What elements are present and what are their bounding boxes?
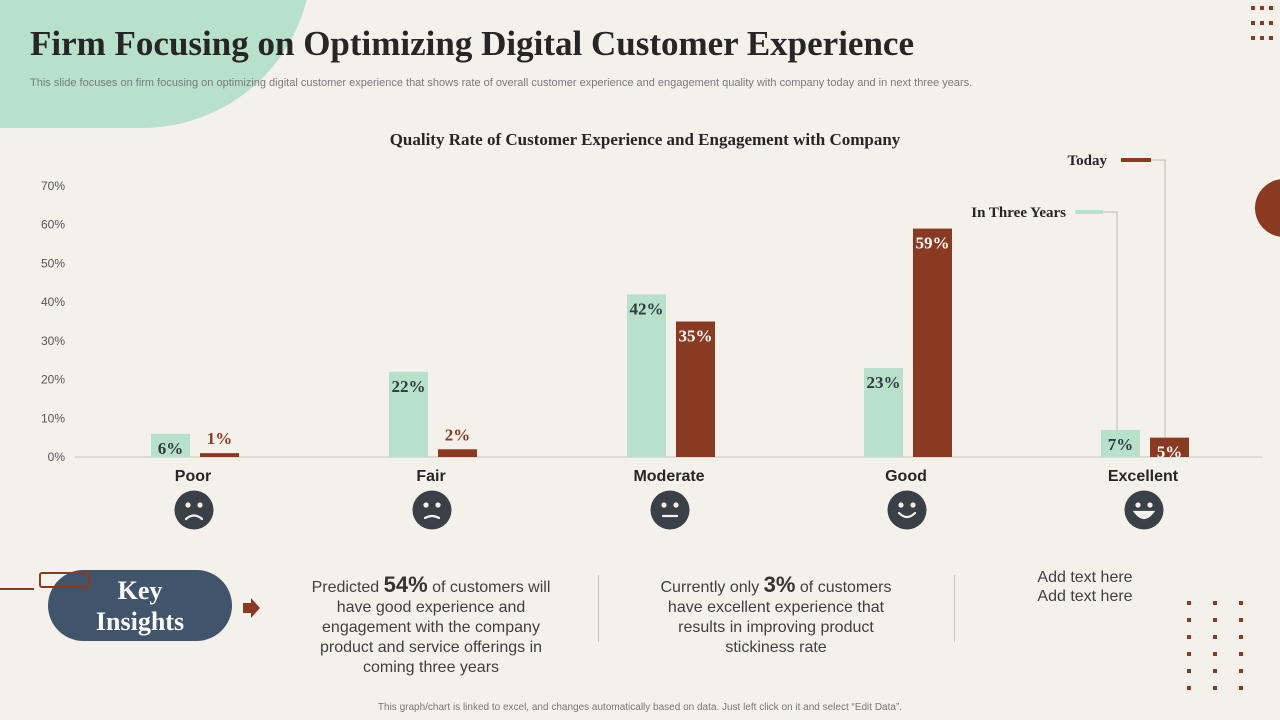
insight-2: Currently only 3% of customers have exce… <box>650 572 902 658</box>
legend-label: Today <box>1068 153 1108 169</box>
dot <box>1251 36 1255 40</box>
key-insights-label: Key Insights <box>48 570 232 641</box>
data-label: 23% <box>867 373 901 392</box>
data-label: 35% <box>679 327 713 346</box>
decorative-dots-bottom <box>1187 601 1265 690</box>
dot <box>1260 21 1264 25</box>
arrow-right-icon <box>243 598 260 618</box>
bar-in-three-years <box>389 371 428 457</box>
data-label: 7% <box>1108 435 1134 454</box>
dot <box>1213 652 1217 656</box>
insight-3-line2[interactable]: Add text here <box>1037 588 1133 605</box>
bar-in-three-years <box>627 294 666 457</box>
category-label: Good <box>885 468 927 485</box>
legend-label: In Three Years <box>971 205 1066 221</box>
dot <box>1269 21 1273 25</box>
bar-in-three-years <box>151 433 190 457</box>
data-label: 42% <box>630 299 664 318</box>
bar-today <box>438 449 477 457</box>
category-label: Moderate <box>633 468 704 485</box>
legend-leader-line <box>1103 211 1118 430</box>
page-subtitle: This slide focuses on firm focusing on o… <box>30 77 973 89</box>
dot <box>1187 601 1191 605</box>
dot <box>1260 36 1264 40</box>
legend-leader-line <box>1151 159 1166 438</box>
dot <box>1187 618 1191 622</box>
y-tick-label: 20% <box>41 373 65 387</box>
y-tick-label: 60% <box>41 218 65 232</box>
very-sad-face-icon <box>174 490 214 530</box>
page-title: Firm Focusing on Optimizing Digital Cust… <box>30 24 915 63</box>
y-tick-label: 70% <box>41 179 65 193</box>
dot <box>1260 6 1264 10</box>
footer-note: This graph/chart is linked to excel, and… <box>377 702 903 713</box>
category-label: Poor <box>175 468 211 485</box>
dot <box>1213 601 1217 605</box>
dot <box>1187 652 1191 656</box>
insight-2-pre: Currently only <box>660 579 764 596</box>
key-insights-line1: Key <box>117 576 163 605</box>
y-tick-label: 30% <box>41 334 65 348</box>
bar-today <box>200 453 239 457</box>
insight-1-pre: Predicted <box>311 579 384 596</box>
dot <box>1187 669 1191 673</box>
dot <box>1239 618 1243 622</box>
dot <box>1213 669 1217 673</box>
dot <box>1269 6 1273 10</box>
data-label: 5% <box>1157 443 1183 462</box>
dot <box>1187 635 1191 639</box>
y-tick-label: 10% <box>41 411 65 425</box>
key-insights-line2: Insights <box>95 607 185 636</box>
decorative-line <box>0 588 34 590</box>
data-label: 59% <box>916 234 950 253</box>
data-label: 6% <box>158 439 184 458</box>
dot <box>1239 669 1243 673</box>
dot <box>1239 652 1243 656</box>
bar-in-three-years <box>864 367 903 457</box>
insight-1-post: of customers will have good experience a… <box>319 579 551 676</box>
y-tick-label: 40% <box>41 295 65 309</box>
insight-2-value: 3% <box>763 572 796 597</box>
divider <box>598 575 599 642</box>
bar-today <box>913 228 952 457</box>
category-label: Fair <box>416 468 445 485</box>
dot <box>1213 686 1217 690</box>
bar-in-three-years <box>1101 429 1140 457</box>
decorative-dots-top <box>1251 6 1278 40</box>
y-tick-label: 0% <box>48 450 66 464</box>
dot <box>1251 21 1255 25</box>
data-label: 22% <box>392 377 426 396</box>
data-label: 2% <box>445 425 471 444</box>
dot <box>1187 686 1191 690</box>
grin-face-icon <box>1124 490 1164 530</box>
y-tick-label: 50% <box>41 256 65 270</box>
data-label: 1% <box>207 429 233 448</box>
dot <box>1269 36 1273 40</box>
dot <box>1251 6 1255 10</box>
bar-today <box>676 321 715 457</box>
decorative-outline <box>39 572 90 588</box>
dot <box>1239 601 1243 605</box>
insight-1: Predicted 54% of customers will have goo… <box>310 572 552 678</box>
bar-today <box>1150 437 1189 457</box>
category-label: Excellent <box>1108 468 1179 485</box>
insight-3-line1[interactable]: Add text here <box>1037 569 1133 586</box>
insight-2-post: of customers have excellent experience t… <box>667 579 892 656</box>
divider <box>954 575 955 642</box>
insight-3[interactable]: Add text here Add text here <box>1010 568 1160 606</box>
dot <box>1239 635 1243 639</box>
neutral-face-icon <box>650 490 690 530</box>
dot <box>1239 686 1243 690</box>
smile-face-icon <box>887 490 927 530</box>
sad-face-icon <box>412 490 452 530</box>
dot <box>1213 618 1217 622</box>
insight-1-value: 54% <box>383 572 428 597</box>
dot <box>1213 635 1217 639</box>
chart-title: Quality Rate of Customer Experience and … <box>389 130 901 149</box>
